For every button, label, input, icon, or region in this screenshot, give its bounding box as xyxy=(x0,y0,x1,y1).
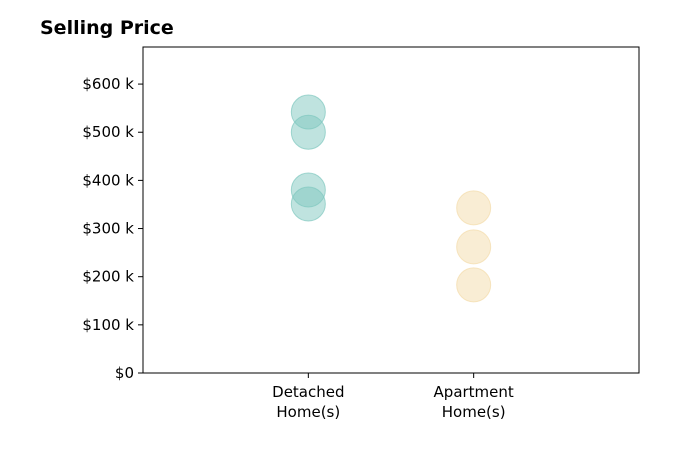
y-tick-label: $500 k xyxy=(82,123,134,141)
point xyxy=(456,267,492,303)
point xyxy=(456,190,492,226)
y-tick-label: $600 k xyxy=(82,75,134,93)
plot-frame xyxy=(142,46,640,374)
chart-title: Selling Price xyxy=(40,17,174,39)
x-tick-label: Detached Home(s) xyxy=(272,383,344,421)
point xyxy=(290,114,326,150)
y-tick-label: $200 k xyxy=(82,268,134,286)
y-tick-label: $300 k xyxy=(82,220,134,238)
point xyxy=(290,186,326,222)
point xyxy=(456,229,492,265)
y-tick-label: $400 k xyxy=(82,171,134,189)
y-tick-label: $0 xyxy=(115,364,134,382)
x-tick-label: Apartment Home(s) xyxy=(434,383,514,421)
y-tick-label: $100 k xyxy=(82,316,134,334)
